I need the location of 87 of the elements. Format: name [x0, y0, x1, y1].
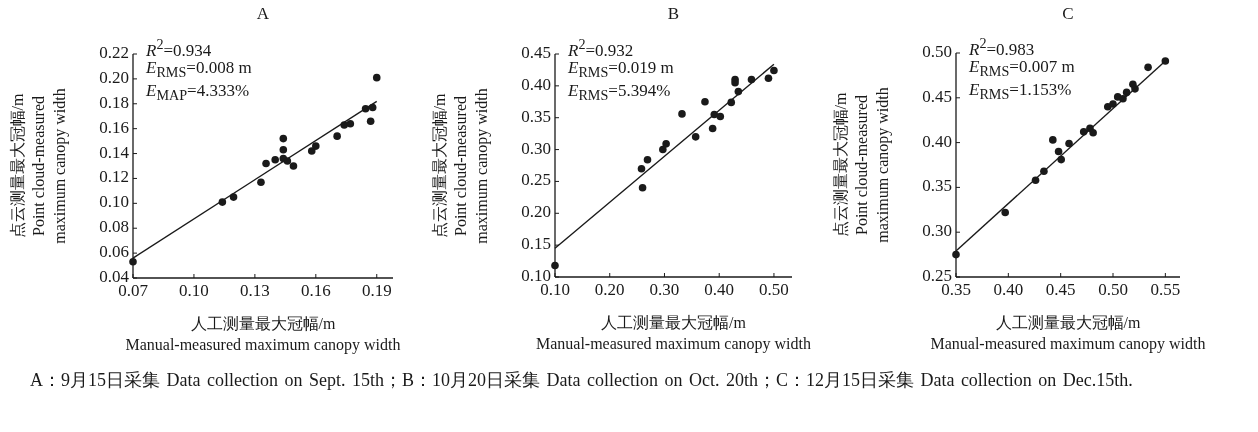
annotation: R$^{2}$=0.934: [146, 35, 212, 60]
point: [307, 147, 316, 155]
point: [129, 258, 137, 266]
y-tick-label: 0.08: [98, 217, 129, 238]
y-tick-label: 0.35: [520, 106, 551, 127]
y-tick-label: 0.30: [921, 221, 952, 242]
chart-title: A: [255, 4, 271, 24]
y-tick-label: 0.40: [921, 131, 952, 152]
x-tick-label: 0.16: [299, 281, 332, 301]
annotation: R$^{2}$=0.932: [568, 35, 634, 60]
annotation: E$_{RMS}$=0.008 m: [146, 58, 252, 83]
point: [551, 261, 559, 270]
point: [279, 146, 288, 154]
x-axis-title: 人工测量最大冠幅/m Manual-measured maximum canopy width: [124, 314, 402, 355]
point: [638, 184, 647, 192]
y-tick-label: 0.30: [520, 138, 551, 159]
point: [1065, 139, 1073, 148]
y-tick-label: 0.22: [98, 43, 129, 63]
point: [1049, 136, 1057, 144]
point: [643, 155, 652, 164]
x-tick-label: 0.40: [993, 280, 1024, 299]
point: [708, 124, 717, 133]
point: [637, 164, 646, 173]
chart-title: C: [1061, 4, 1075, 24]
point: [262, 159, 270, 168]
point: [1054, 147, 1063, 156]
point: [366, 117, 375, 125]
y-tick-label: 0.15: [520, 234, 551, 255]
y-tick-label: 0.25: [520, 170, 551, 191]
y-axis-title: 点云测量最大冠幅/m Point cloud-measured maximum canopy width: [830, 86, 893, 245]
y-tick-label: 0.14: [98, 142, 129, 163]
annotation: E$_{MAP}$=4.333%: [146, 81, 250, 106]
y-tick-label: 0.16: [98, 117, 129, 138]
y-axis-title: 点云测量最大冠幅/m Point cloud-measured maximum canopy width: [7, 87, 70, 246]
text: A：9月15日采集 Data collection on Sept. 15th；B：10月20日采集 Data collection on Oct. 20th；C：12月15日采集 Data collection on Dec.15th.: [29, 369, 1134, 392]
point: [716, 112, 725, 121]
y-tick-label: 0.18: [98, 92, 129, 113]
y-tick-label: 0.50: [921, 42, 952, 62]
x-tick-label: 0.55: [1150, 280, 1181, 299]
point: [1144, 63, 1152, 72]
point: [1001, 208, 1009, 217]
point: [701, 97, 709, 106]
chart-title: B: [666, 4, 681, 24]
point: [346, 119, 355, 128]
point: [952, 250, 960, 259]
point: [372, 73, 381, 82]
point: [312, 142, 320, 150]
x-tick-label: 0.10: [178, 281, 210, 301]
y-tick-label: 0.45: [520, 43, 551, 63]
point: [1109, 100, 1117, 108]
annotation: E$_{RMS}$=5.394%: [568, 81, 671, 106]
annotation: E$_{RMS}$=1.153%: [969, 80, 1072, 105]
annotation: E$_{RMS}$=0.019 m: [568, 58, 674, 83]
point: [662, 140, 670, 148]
point: [257, 178, 265, 186]
x-tick-label: 0.45: [1045, 280, 1076, 299]
point: [333, 132, 341, 140]
y-tick-label: 0.40: [520, 74, 551, 95]
point: [1161, 57, 1170, 65]
y-tick-label: 0.10: [98, 192, 129, 213]
x-axis-title: 人工测量最大冠幅/m Manual-measured maximum canopy width: [929, 313, 1207, 354]
x-tick-label: 0.40: [703, 280, 736, 300]
point: [764, 74, 773, 83]
point: [289, 162, 298, 170]
point: [279, 134, 288, 143]
y-axis-title: 点云测量最大冠幅/m Point cloud-measured maximum canopy width: [429, 86, 492, 246]
y-tick-label: 0.35: [921, 176, 952, 197]
point: [770, 66, 778, 75]
annotation: E$_{RMS}$=0.007 m: [969, 57, 1075, 82]
x-tick-label: 0.50: [758, 280, 790, 300]
x-tick-label: 0.50: [1098, 280, 1128, 299]
y-tick-label: 0.20: [520, 202, 551, 223]
x-tick-label: 0.19: [360, 281, 393, 301]
point: [271, 155, 279, 164]
x-tick-label: 0.20: [593, 280, 626, 300]
y-tick-label: 0.45: [921, 86, 952, 107]
point: [678, 110, 686, 118]
x-axis-title: 人工测量最大冠幅/m Manual-measured maximum canopy width: [534, 313, 812, 354]
x-tick-label: 0.13: [239, 281, 271, 301]
y-tick-label: 0.06: [98, 242, 129, 263]
x-tick-label: 0.30: [648, 280, 681, 300]
y-tick-label: 0.12: [98, 167, 129, 188]
point: [691, 133, 700, 141]
point: [659, 145, 667, 154]
annotation: R$^{2}$=0.983: [969, 34, 1035, 59]
y-tick-label: 0.20: [98, 67, 129, 88]
point: [1089, 128, 1097, 137]
